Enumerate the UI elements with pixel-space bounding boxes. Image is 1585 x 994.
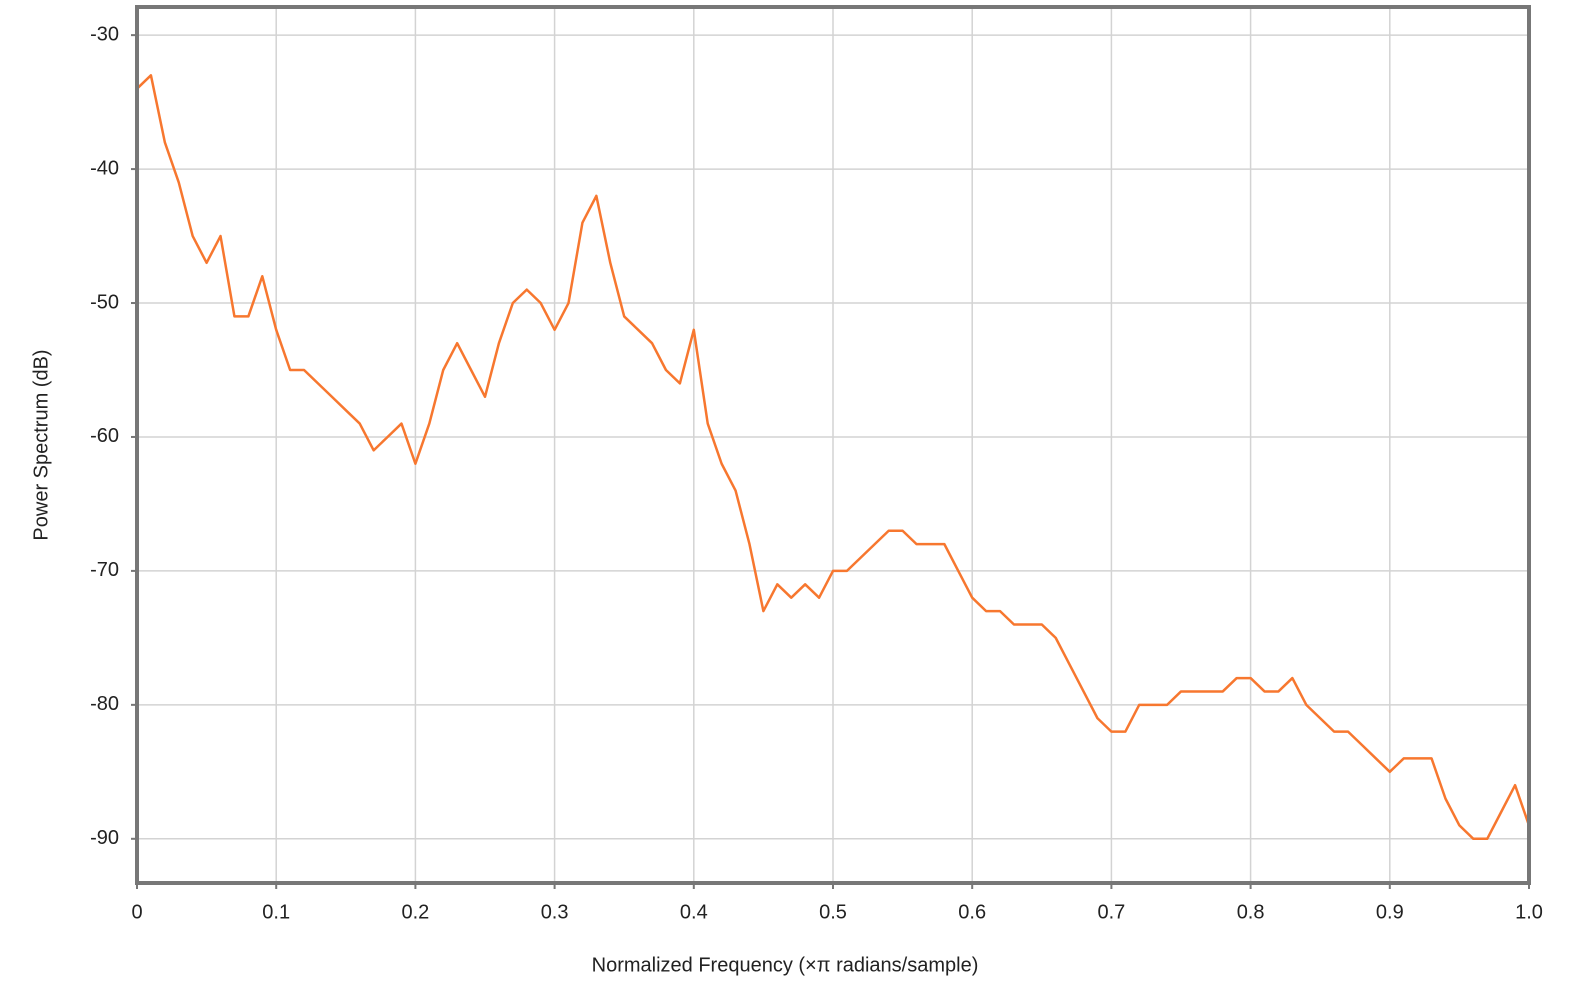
- x-tick-label: 0.5: [819, 901, 847, 923]
- x-tick-label: 0.7: [1097, 901, 1125, 923]
- x-tick-label: 0.8: [1237, 901, 1265, 923]
- y-tick-label: -50: [90, 291, 119, 313]
- x-tick-label: 0.2: [401, 901, 429, 923]
- x-axis-label: Normalized Frequency (×π radians/sample): [592, 954, 979, 976]
- x-tick-label: 0.4: [680, 901, 708, 923]
- y-tick-label: -80: [90, 693, 119, 715]
- y-tick-label: -70: [90, 559, 119, 581]
- x-tick-label: 0.1: [262, 901, 290, 923]
- x-tick-label: 0.6: [958, 901, 986, 923]
- x-tick-label: 0.9: [1376, 901, 1404, 923]
- x-tick-label: 1.0: [1515, 901, 1543, 923]
- y-axis-label: Power Spectrum (dB): [30, 349, 52, 540]
- x-tick-label: 0: [131, 901, 142, 923]
- series-line: [136, 74, 1531, 841]
- y-tick-label: -60: [90, 425, 119, 447]
- x-tick-label: 0.3: [541, 901, 569, 923]
- y-tick-label: -30: [90, 23, 119, 45]
- y-tick-label: -90: [90, 827, 119, 849]
- plot-frame: [135, 5, 1531, 885]
- y-tick-label: -40: [90, 157, 119, 179]
